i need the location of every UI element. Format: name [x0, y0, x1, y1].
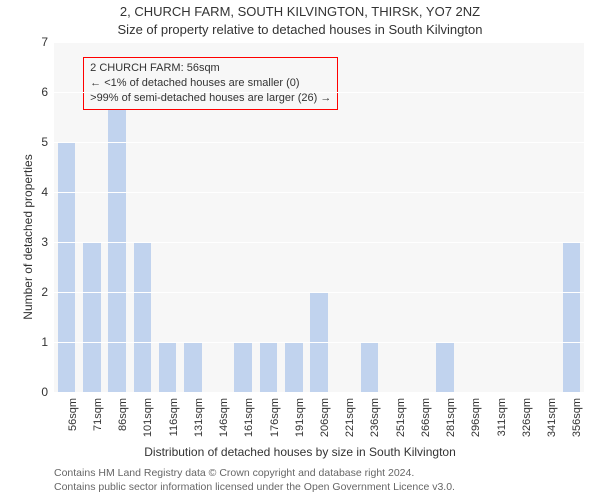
callout-line-2: ← <1% of detached houses are smaller (0) [90, 76, 331, 91]
y-tick: 2 [8, 285, 48, 299]
gridline [54, 392, 584, 393]
gridline [54, 42, 584, 43]
bar [159, 342, 177, 392]
x-tick: 101sqm [142, 398, 154, 448]
bar [58, 142, 76, 392]
x-axis-label: Distribution of detached houses by size … [0, 445, 600, 459]
attribution: Contains HM Land Registry data © Crown c… [54, 466, 455, 494]
x-tick: 356sqm [571, 398, 583, 448]
bar [285, 342, 303, 392]
x-tick: 341sqm [546, 398, 558, 448]
chart-container: 2, CHURCH FARM, SOUTH KILVINGTON, THIRSK… [0, 0, 600, 500]
gridline [54, 142, 584, 143]
y-tick: 0 [8, 385, 48, 399]
bar [234, 342, 252, 392]
attribution-line-1: Contains HM Land Registry data © Crown c… [54, 466, 455, 480]
x-tick: 296sqm [470, 398, 482, 448]
y-tick: 3 [8, 235, 48, 249]
page-title-line2: Size of property relative to detached ho… [0, 22, 600, 37]
y-tick: 6 [8, 85, 48, 99]
y-tick: 4 [8, 185, 48, 199]
bar [260, 342, 278, 392]
plot-area: 2 CHURCH FARM: 56sqm ← <1% of detached h… [54, 42, 584, 392]
x-tick: 281sqm [445, 398, 457, 448]
bar [184, 342, 202, 392]
x-tick: 146sqm [218, 398, 230, 448]
callout-line-3: >99% of semi-detached houses are larger … [90, 91, 331, 106]
x-tick: 56sqm [67, 398, 79, 448]
x-tick: 161sqm [243, 398, 255, 448]
x-tick: 131sqm [193, 398, 205, 448]
y-tick: 7 [8, 35, 48, 49]
gridline [54, 292, 584, 293]
x-tick: 191sqm [294, 398, 306, 448]
x-tick: 221sqm [344, 398, 356, 448]
bar [563, 242, 581, 392]
x-tick: 311sqm [496, 398, 508, 448]
x-tick: 251sqm [395, 398, 407, 448]
bar [134, 242, 152, 392]
x-tick: 116sqm [168, 398, 180, 448]
gridline [54, 92, 584, 93]
bar [361, 342, 379, 392]
gridline [54, 242, 584, 243]
property-callout: 2 CHURCH FARM: 56sqm ← <1% of detached h… [83, 57, 338, 110]
x-tick: 71sqm [92, 398, 104, 448]
y-tick: 1 [8, 335, 48, 349]
x-tick: 236sqm [369, 398, 381, 448]
x-tick: 176sqm [269, 398, 281, 448]
gridline [54, 342, 584, 343]
x-tick: 326sqm [521, 398, 533, 448]
bar [83, 242, 101, 392]
x-tick: 206sqm [319, 398, 331, 448]
page-title-line1: 2, CHURCH FARM, SOUTH KILVINGTON, THIRSK… [0, 4, 600, 19]
x-tick: 266sqm [420, 398, 432, 448]
attribution-line-2: Contains public sector information licen… [54, 480, 455, 494]
callout-line-1: 2 CHURCH FARM: 56sqm [90, 61, 331, 76]
y-tick: 5 [8, 135, 48, 149]
x-tick: 86sqm [117, 398, 129, 448]
gridline [54, 192, 584, 193]
bar [436, 342, 454, 392]
